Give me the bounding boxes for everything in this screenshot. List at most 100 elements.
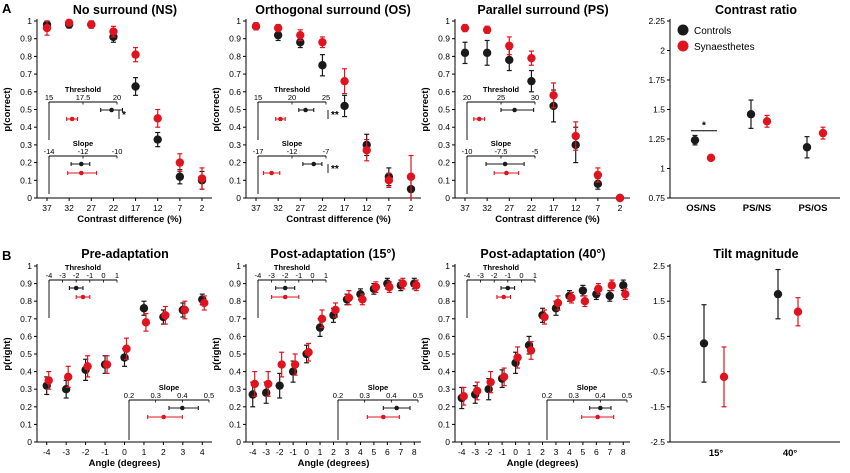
inset-tick-label: 1	[115, 271, 119, 280]
x-tick-label: 7	[398, 447, 403, 457]
y-tick-label: 0.1	[229, 175, 241, 185]
inset-tick-label: -12	[287, 147, 298, 156]
x-tick-label: 8	[621, 447, 626, 457]
inset-tick-label: 0.3	[359, 391, 369, 400]
synaesthetes-point	[273, 23, 283, 33]
x-tick-label: 4	[358, 447, 363, 457]
inset-tick-label: -5	[532, 147, 539, 156]
x-tick-label: -4	[43, 447, 51, 457]
x-tick-label: 22	[318, 203, 328, 213]
inset-tick-label: -12	[78, 147, 89, 156]
x-tick-label: 6	[594, 447, 599, 457]
y-tick-label: 0.5	[20, 105, 32, 115]
inset-tick-label: 1	[533, 271, 537, 280]
y-axis-label: p(correct)	[420, 87, 431, 131]
inset-tick-label: 1	[324, 271, 328, 280]
synaesthetes-point	[331, 305, 340, 315]
synaesthetes-point	[818, 128, 828, 138]
synaesthetes-point	[197, 174, 207, 183]
chart-ps: Parallel surround (PS) 0 0.1 0.2 0.3 0.4 0.5 0.…	[420, 3, 630, 225]
synaesthetes-point	[526, 346, 536, 355]
y-tick-label: 0.2	[229, 158, 241, 168]
x-axis-label: Contrast difference (%)	[286, 214, 391, 225]
inset-slope: Slope 0.2 0.3 0.4 0.5	[333, 383, 423, 440]
y-tick-label: 0	[445, 437, 450, 447]
inset-tick-label: -14	[44, 147, 55, 156]
y-tick-label: 0.8	[438, 296, 450, 306]
controls-point	[605, 291, 615, 301]
x-tick-label: 4	[200, 447, 205, 457]
x-tick-label: -1	[101, 447, 109, 457]
y-tick-label: 0.4	[229, 367, 241, 377]
y-tick-label: 0.2	[438, 158, 450, 168]
synaesthetes-point	[594, 284, 603, 294]
inset-tick-label: -7	[323, 147, 330, 156]
y-tick-label: 1.75	[648, 75, 665, 85]
inset-tick-label: 0.5	[622, 391, 632, 400]
inset-synaesthetes-point	[79, 170, 84, 176]
inset-label: Threshold	[274, 85, 311, 94]
inset-tick-label: -4	[46, 271, 53, 280]
chart-title: Contrast ratio	[715, 3, 797, 17]
y-tick-label: 2.25	[648, 16, 665, 26]
inset-threshold: Threshold 15 20 25**	[254, 85, 339, 140]
x-tick-label: 4	[567, 447, 572, 457]
synaesthetes-point	[358, 295, 367, 304]
y-tick-label: 0.6	[229, 87, 241, 97]
inset-synaesthetes-point	[501, 294, 507, 300]
chart-post15: Post-adaptation (15°) 0 0.1 0.2 0.3 0.4 0.5 0.6…	[211, 247, 423, 469]
x-tick-label: 6	[385, 447, 390, 457]
synaesthetes-point	[499, 372, 509, 382]
x-tick-label: 5	[581, 447, 586, 457]
y-tick-label: 0.5	[438, 105, 450, 115]
y-tick-label: 0.4	[438, 367, 450, 377]
synaesthetes-point	[553, 298, 563, 308]
y-tick-label: 1	[236, 16, 241, 26]
controls-point	[619, 281, 628, 290]
x-tick-label: 12	[153, 203, 163, 213]
y-tick-label: 0.8	[229, 296, 241, 306]
y-tick-label: 1	[445, 261, 450, 271]
inset-tick-label: 20	[113, 93, 121, 102]
inset-tick-label: -2	[282, 271, 289, 280]
y-tick-label: 0.6	[438, 331, 450, 341]
x-tick-label: 15°	[709, 448, 724, 459]
inset-slope: Slope -17 -12 -7**	[253, 139, 339, 194]
y-tick-label: 0.6	[438, 87, 450, 97]
synaesthetes-point	[719, 372, 729, 382]
x-tick-label: 7	[177, 203, 182, 213]
synaesthetes-point	[486, 377, 495, 387]
y-tick-label: 1	[660, 164, 665, 174]
x-tick-label: 2	[409, 203, 414, 213]
x-axis-label: Angle (degrees)	[507, 458, 579, 469]
x-tick-label: -4	[249, 447, 257, 457]
synaesthetes-point	[251, 22, 261, 31]
x-tick-label: -1	[498, 447, 506, 457]
y-tick-label: 0.5	[229, 349, 241, 359]
synaesthetes-point	[607, 281, 617, 290]
synaesthetes-point	[141, 318, 151, 327]
x-tick-label: -3	[62, 447, 70, 457]
synaesthetes-point	[362, 146, 371, 155]
y-tick-label: 0.4	[20, 122, 32, 132]
y-tick-label: 0.2	[229, 402, 241, 412]
y-tick-label: 0.4	[229, 122, 241, 132]
synaesthetes-point	[762, 117, 772, 126]
inset-tick-label: -3	[477, 271, 484, 280]
inset-controls-point	[73, 285, 79, 291]
inset-label: Slope	[577, 383, 597, 392]
y-tick-label: 0.7	[229, 69, 241, 79]
x-tick-label: 3	[180, 447, 185, 457]
inset-threshold: Threshold 20 25 30	[463, 85, 539, 140]
y-tick-label: 0.1	[229, 419, 241, 429]
y-tick-label: 0.7	[20, 314, 32, 324]
synaesthetes-point	[549, 91, 558, 100]
y-tick-label: 0.1	[20, 175, 32, 185]
y-tick-label: 1.25	[648, 134, 665, 144]
synaesthetes-point	[793, 307, 803, 316]
inset-label: Threshold	[274, 263, 311, 272]
synaesthetes-point	[340, 76, 349, 86]
inset-tick-label: 0.3	[568, 391, 578, 400]
synaesthetes-point	[109, 27, 118, 36]
